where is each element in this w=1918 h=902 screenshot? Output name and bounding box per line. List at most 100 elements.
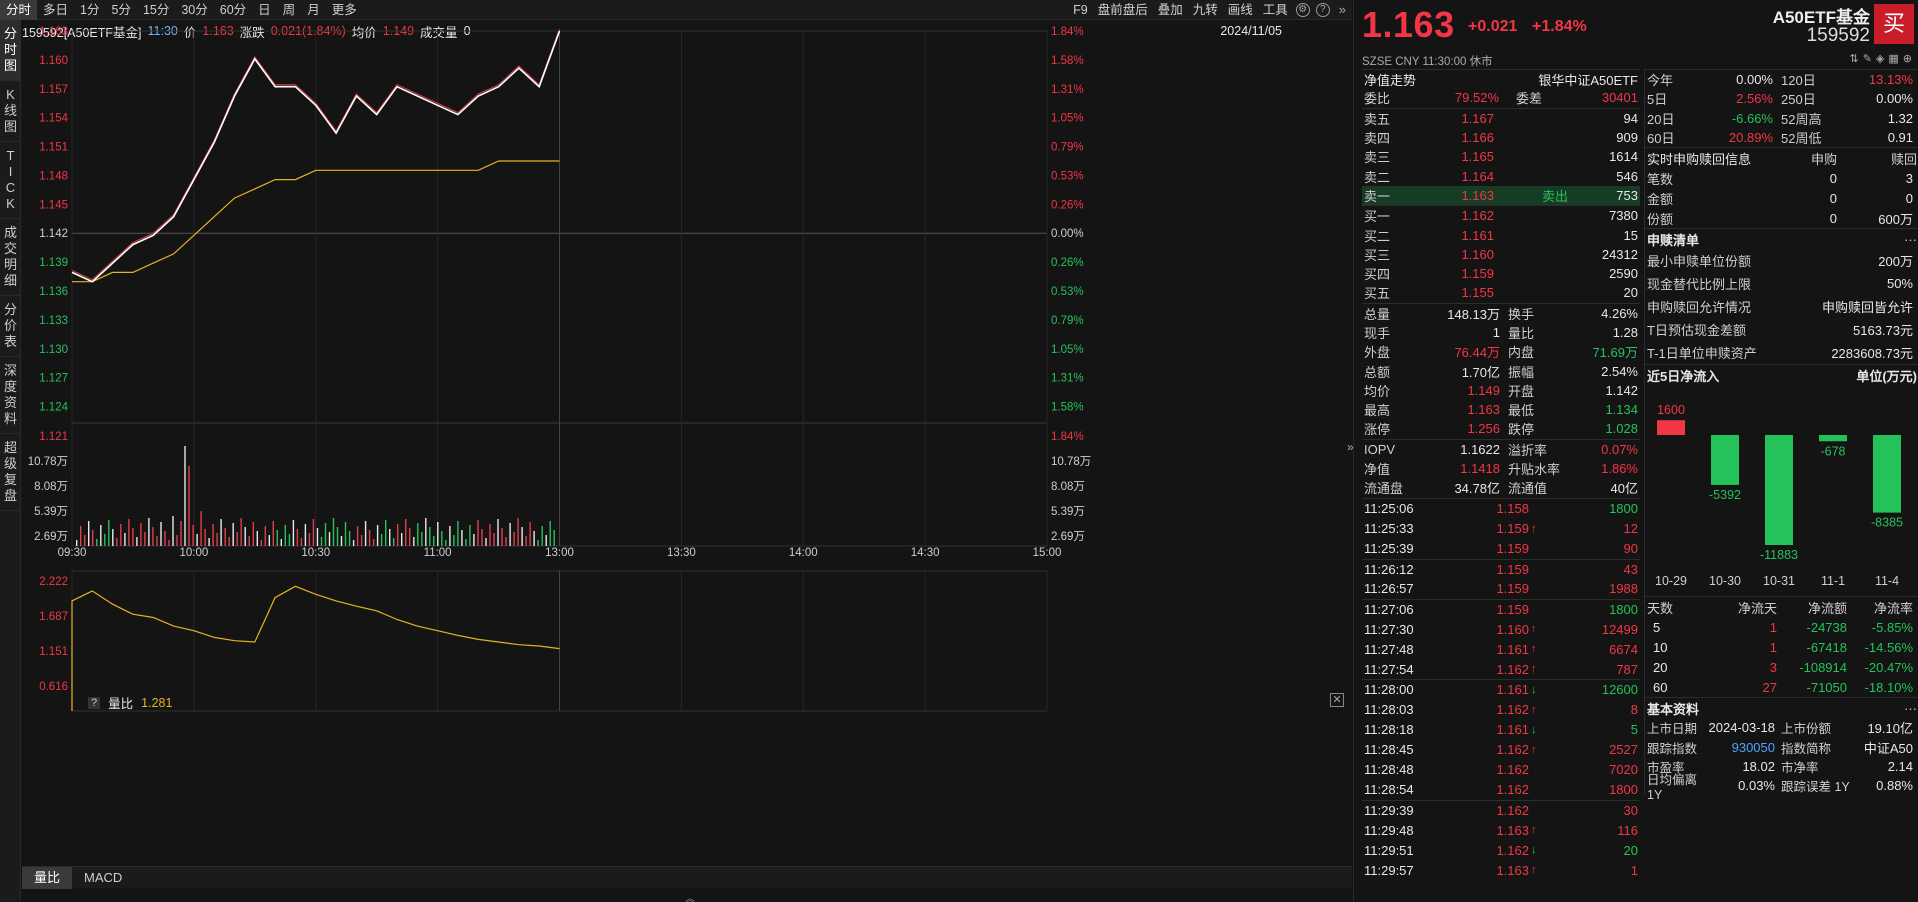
- tick-row[interactable]: 11:27:06 1.159 1800: [1362, 599, 1640, 619]
- flow-days: 10: [1653, 639, 1668, 655]
- flow-table-row: 5 1 -24738 -5.85%: [1645, 617, 1918, 637]
- tab-price-table[interactable]: 分价表: [0, 296, 21, 357]
- sell-level-row[interactable]: 卖一 1.163 卖出 753: [1362, 185, 1640, 206]
- time-tick-label: 10:00: [179, 547, 208, 559]
- tab-trade-detail[interactable]: 成交明细: [0, 219, 21, 296]
- purchase-label: 现金替代比例上限: [1647, 277, 1752, 293]
- tick-row[interactable]: 11:29:39 1.162 30: [1362, 799, 1640, 820]
- tick-time: 11:26:12: [1364, 561, 1414, 577]
- tick-row[interactable]: 11:28:48 1.162 7020: [1362, 760, 1640, 780]
- tick-row[interactable]: 11:27:30 1.160 ↑ 12499: [1362, 619, 1640, 639]
- tick-row[interactable]: 11:28:45 1.162 ↑ 2527: [1362, 740, 1640, 760]
- period-tab[interactable]: 1分: [80, 2, 100, 17]
- tick-row[interactable]: 11:25:06 1.158 1800: [1362, 499, 1640, 519]
- tick-row[interactable]: 11:26:12 1.159 43: [1362, 558, 1640, 579]
- period-tab[interactable]: 5分: [111, 2, 131, 17]
- period-tab[interactable]: 多日: [43, 2, 69, 17]
- premarket-button[interactable]: 盘前盘后: [1097, 2, 1148, 17]
- edit-icon[interactable]: ✎: [1862, 53, 1872, 65]
- volume-tick-label: 2.69万: [1051, 531, 1085, 543]
- buy-level-row[interactable]: 买三 1.160 24312: [1362, 245, 1640, 264]
- tick-row[interactable]: 11:28:18 1.161 ↓ 5: [1362, 720, 1640, 740]
- tick-row[interactable]: 11:28:54 1.162 1800: [1362, 780, 1640, 800]
- share-icon[interactable]: ⇅: [1849, 53, 1859, 65]
- collapse-panel-icon[interactable]: »: [1347, 440, 1354, 454]
- period-tab[interactable]: 分时: [0, 0, 38, 20]
- tab-macd[interactable]: MACD: [84, 869, 123, 885]
- chart-icon[interactable]: ▦: [1888, 53, 1899, 65]
- volume-bar: [541, 526, 543, 546]
- flow-table-row: 20 3 -108914 -20.47%: [1645, 657, 1918, 677]
- period-tab[interactable]: 日: [258, 2, 271, 17]
- tick-row[interactable]: 11:29:57 1.163 ↑ 1: [1362, 860, 1640, 880]
- nav-row[interactable]: 净值走势 银华中证A50ETF: [1362, 69, 1640, 88]
- buy-button[interactable]: 买: [1874, 4, 1914, 44]
- volume-bar: [204, 529, 206, 546]
- volume-bar: [240, 518, 242, 546]
- iopv-grid: IOPV 1.1622 溢折率 0.07% 净值 1.1418 升贴水率 1.8…: [1362, 438, 1640, 498]
- purchase-label: T日预估现金差额: [1647, 323, 1746, 339]
- tab-deep-data[interactable]: 深度资料: [0, 357, 21, 434]
- period-tab-more[interactable]: 更多: [331, 2, 357, 17]
- tick-row[interactable]: 11:28:00 1.161 ↓ 12600: [1362, 679, 1640, 699]
- draw-line-button[interactable]: 画线: [1227, 2, 1253, 17]
- tick-row[interactable]: 11:29:51 1.162 ↓ 20: [1362, 840, 1640, 860]
- volume-bar: [517, 518, 519, 546]
- sell-level-row[interactable]: 卖二 1.164 546: [1362, 166, 1640, 185]
- sell-level-row[interactable]: 卖四 1.166 909: [1362, 128, 1640, 147]
- expand-up-icon[interactable]: ︽: [685, 894, 695, 902]
- period-tab[interactable]: 月: [307, 2, 320, 17]
- pct-tick-label: 0.79%: [1051, 142, 1084, 154]
- double-chevron-right-icon[interactable]: »: [1338, 2, 1346, 17]
- tick-row[interactable]: 11:27:48 1.161 ↑ 6674: [1362, 639, 1640, 659]
- ratio-help-icon[interactable]: ?: [88, 696, 101, 709]
- tick-row[interactable]: 11:26:57 1.159 1988: [1362, 579, 1640, 599]
- close-panel-icon[interactable]: ✕: [1330, 693, 1344, 707]
- tab-ratio[interactable]: 量比: [22, 866, 73, 889]
- inflow-bar-chart[interactable]: 1600 10-29 -5392 10-30 -11883 10-31 -678 11-1 -8…: [1645, 385, 1915, 593]
- tick-price: 1.159: [1496, 561, 1529, 577]
- order-tag: 卖出: [1541, 188, 1568, 204]
- tab-super-review[interactable]: 超级复盘: [0, 434, 21, 511]
- perf-label: 52周低: [1781, 131, 1822, 147]
- buy-level-row[interactable]: 买一 1.162 7380: [1362, 206, 1640, 225]
- help-icon[interactable]: ?: [1315, 2, 1330, 17]
- nine-turn-button[interactable]: 九转: [1192, 2, 1218, 17]
- volume-ratio-line: [71, 585, 560, 711]
- tick-row[interactable]: 11:27:54 1.162 ↑ 787: [1362, 659, 1640, 679]
- sell-level-row[interactable]: 卖三 1.165 1614: [1362, 147, 1640, 166]
- basic-more-button[interactable]: ···: [1904, 700, 1917, 716]
- tab-intraday[interactable]: 分时图: [0, 20, 21, 81]
- tick-row[interactable]: 11:25:39 1.159 90: [1362, 539, 1640, 559]
- tick-row[interactable]: 11:29:48 1.163 ↑ 116: [1362, 820, 1640, 840]
- period-tab[interactable]: 60分: [219, 2, 247, 17]
- volume-bar: [393, 538, 395, 546]
- change-label: 涨跌: [239, 25, 265, 40]
- tools-button[interactable]: 工具: [1262, 2, 1288, 17]
- period-tab[interactable]: 15分: [142, 2, 170, 17]
- realtime-value: 0: [1829, 190, 1837, 206]
- period-tab[interactable]: 周: [282, 2, 296, 17]
- buy-level-row[interactable]: 买四 1.159 2590: [1362, 264, 1640, 283]
- sell-level-row[interactable]: 卖五 1.167 94: [1362, 109, 1640, 128]
- purchase-row: T-1日单位申赎资产 2283608.73元: [1645, 341, 1918, 364]
- order-price: 1.167: [1461, 110, 1494, 126]
- f9-button[interactable]: F9: [1073, 2, 1088, 17]
- more-icon[interactable]: ⊕: [1902, 53, 1912, 65]
- overlay-button[interactable]: 叠加: [1157, 2, 1183, 17]
- pin-icon[interactable]: ◈: [1875, 53, 1885, 65]
- volume-bar: [196, 534, 198, 546]
- buy-level-row[interactable]: 买五 1.155 20: [1362, 283, 1640, 302]
- tick-row[interactable]: 11:25:33 1.159 ↑ 12: [1362, 519, 1640, 539]
- perf-label: 52周高: [1781, 111, 1822, 127]
- intraday-chart[interactable]: 1.163 1.160 1.157 1.154 1.151 1.148 1.145 1.142…: [22, 21, 1352, 866]
- period-tab[interactable]: 30分: [181, 2, 208, 17]
- pct-tick-label: 0.26%: [1051, 257, 1084, 269]
- purchase-more-button[interactable]: ···: [1904, 231, 1917, 247]
- settings-gear-icon[interactable]: ⚙: [1295, 2, 1310, 17]
- tick-row[interactable]: 11:28:03 1.162 ↑ 8: [1362, 699, 1640, 719]
- buy-level-row[interactable]: 买二 1.161 15: [1362, 225, 1640, 244]
